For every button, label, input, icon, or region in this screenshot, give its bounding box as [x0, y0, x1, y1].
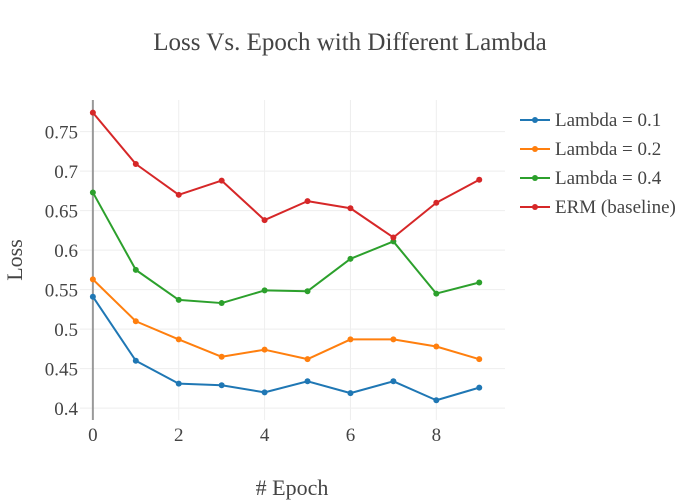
series-1: [89, 276, 483, 363]
data-point[interactable]: [304, 288, 311, 295]
data-point[interactable]: [304, 198, 311, 205]
x-tick-label: 2: [174, 425, 184, 446]
data-point[interactable]: [347, 336, 354, 343]
data-point[interactable]: [89, 276, 96, 283]
data-point[interactable]: [390, 336, 397, 343]
data-point[interactable]: [347, 390, 354, 397]
series-line: [92, 278, 480, 361]
legend-label: Lambda = 0.4: [555, 168, 662, 189]
data-point[interactable]: [175, 380, 182, 387]
y-tick-label: 0.4: [54, 399, 78, 420]
legend-swatch-marker: [532, 117, 538, 123]
legend-item[interactable]: Lambda = 0.2: [520, 139, 661, 160]
data-point[interactable]: [132, 266, 139, 273]
legend-item[interactable]: ERM (baseline): [520, 197, 676, 218]
data-point[interactable]: [347, 255, 354, 262]
legend-swatch-marker: [532, 146, 538, 152]
y-tick-label: 0.6: [54, 241, 78, 262]
data-point[interactable]: [304, 356, 311, 363]
data-point[interactable]: [433, 397, 440, 404]
data-point[interactable]: [476, 279, 483, 286]
x-tick-label: 6: [346, 425, 356, 446]
x-axis-title: # Epoch: [256, 475, 329, 500]
x-tick-label: 8: [432, 425, 442, 446]
y-tick-label: 0.75: [45, 123, 78, 144]
y-axis-title: Loss: [2, 239, 27, 281]
x-tick-label: 0: [88, 425, 98, 446]
data-point[interactable]: [390, 234, 397, 241]
series-0: [89, 293, 483, 404]
data-point[interactable]: [476, 384, 483, 391]
legend-item[interactable]: Lambda = 0.1: [520, 110, 661, 131]
data-point[interactable]: [89, 189, 96, 196]
series-line: [92, 191, 480, 305]
series-line: [92, 296, 480, 402]
chart-title: Loss Vs. Epoch with Different Lambda: [153, 29, 546, 56]
legend-swatch-marker: [532, 175, 538, 181]
series-2: [89, 189, 483, 307]
data-point[interactable]: [304, 378, 311, 385]
y-tick-label: 0.65: [45, 202, 78, 223]
data-point[interactable]: [261, 346, 268, 353]
data-point[interactable]: [390, 378, 397, 385]
grid: [80, 100, 505, 420]
data-point[interactable]: [132, 161, 139, 167]
data-point[interactable]: [261, 389, 268, 396]
data-point[interactable]: [218, 177, 225, 184]
legend-item[interactable]: Lambda = 0.4: [520, 168, 662, 189]
series-group: [89, 109, 483, 404]
data-point[interactable]: [347, 205, 354, 212]
y-tick-label: 0.5: [54, 320, 78, 341]
data-point[interactable]: [433, 199, 440, 206]
x-tick-label: 4: [260, 425, 270, 446]
tick-labels: 0.4 0.45 0.5 0.55 0.6 0.65 0.7 0.75 0 2 4 6 8: [45, 123, 441, 446]
data-point[interactable]: [476, 356, 483, 363]
data-point[interactable]: [433, 343, 440, 350]
data-point[interactable]: [89, 293, 96, 300]
data-point[interactable]: [175, 191, 182, 198]
data-point[interactable]: [433, 290, 440, 297]
data-point[interactable]: [175, 336, 182, 343]
series-3: [89, 109, 483, 241]
data-point[interactable]: [261, 287, 268, 294]
data-point[interactable]: [218, 353, 225, 360]
legend-label: Lambda = 0.1: [555, 110, 661, 131]
series-line: [92, 112, 480, 239]
data-point[interactable]: [476, 176, 483, 183]
data-point[interactable]: [218, 382, 225, 389]
data-point[interactable]: [132, 357, 139, 364]
legend-swatch-marker: [532, 204, 538, 210]
data-point[interactable]: [175, 296, 182, 303]
y-tick-label: 0.7: [54, 162, 78, 183]
y-tick-label: 0.55: [45, 281, 78, 302]
data-point[interactable]: [89, 109, 96, 116]
data-point[interactable]: [132, 318, 139, 325]
legend[interactable]: Lambda = 0.1 Lambda = 0.2 Lambda = 0.4 ERM …: [520, 110, 676, 218]
legend-label: Lambda = 0.2: [555, 139, 661, 160]
data-point[interactable]: [218, 300, 225, 307]
data-point[interactable]: [261, 217, 268, 224]
y-tick-label: 0.45: [45, 360, 78, 381]
legend-label: ERM (baseline): [555, 197, 676, 218]
